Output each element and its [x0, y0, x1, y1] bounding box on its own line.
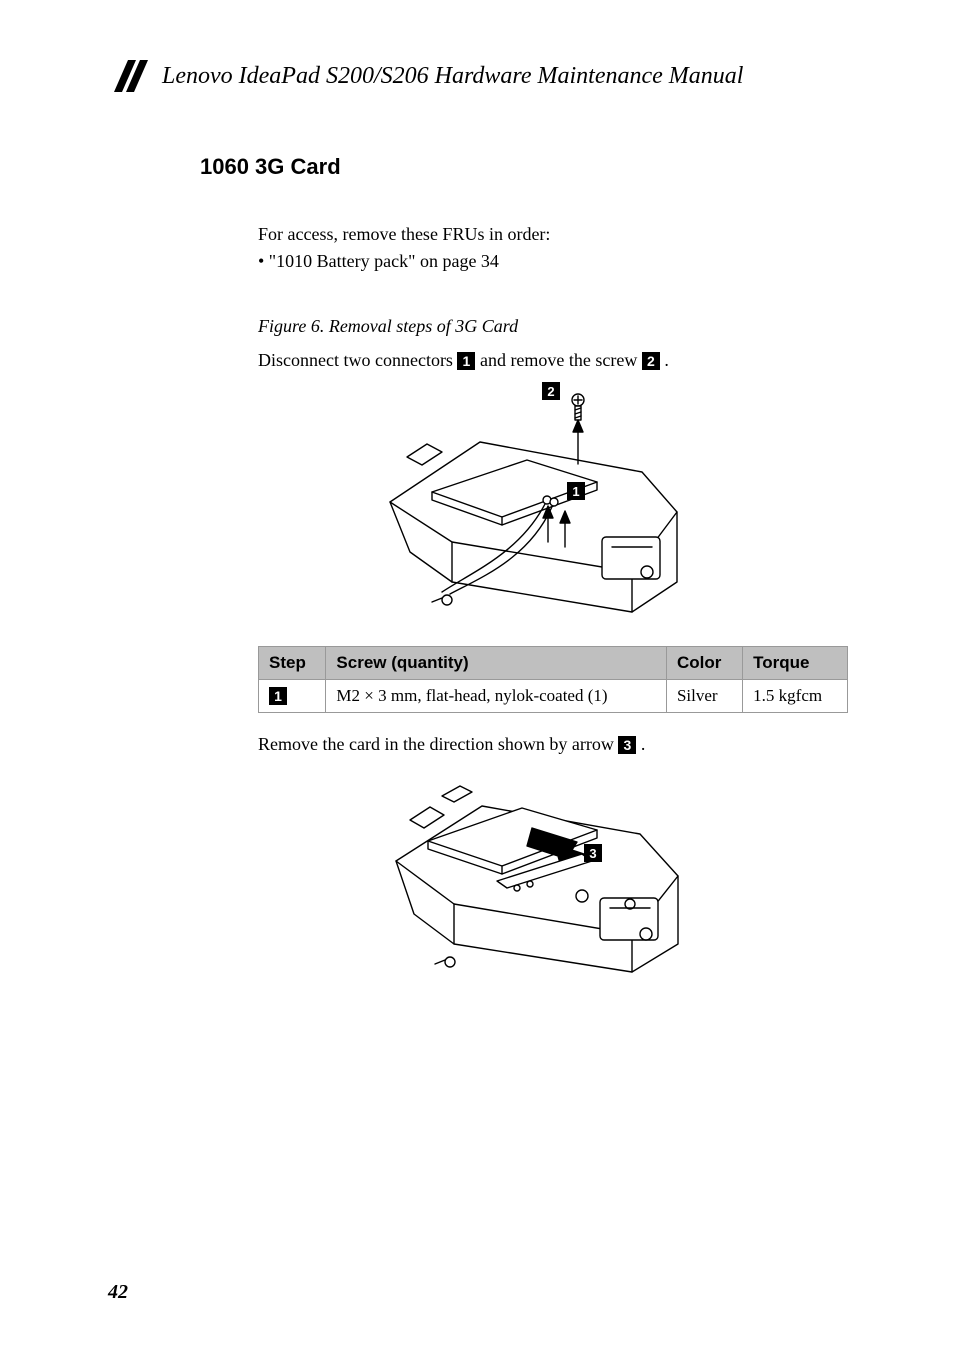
diagram-1-area: 1 2 — [258, 382, 826, 622]
figure-caption: Figure 6. Removal steps of 3G Card — [258, 316, 846, 337]
row-step-num: 1 — [269, 687, 287, 705]
section-heading: 1060 3G Card — [200, 154, 846, 180]
instruction-text-c: . — [660, 350, 669, 370]
diagram2-callout-3: 3 — [589, 846, 596, 861]
row-color: Silver — [666, 680, 742, 713]
fru-bullet: • "1010 Battery pack" on page 34 — [258, 251, 826, 272]
th-color: Color — [666, 647, 742, 680]
diagram1-callout-1: 1 — [572, 484, 579, 499]
callout-3-inline: 3 — [618, 736, 636, 754]
diagram-1-svg: 1 2 — [372, 382, 712, 617]
remove-text-b: . — [636, 734, 645, 754]
row-screw: M2 × 3 mm, flat-head, nylok-coated (1) — [326, 680, 667, 713]
table-row: 1 M2 × 3 mm, flat-head, nylok-coated (1)… — [259, 680, 848, 713]
screw-table: Step Screw (quantity) Color Torque 1 M2 … — [258, 646, 848, 713]
remove-text-a: Remove the card in the direction shown b… — [258, 734, 618, 754]
row-torque: 1.5 kgfcm — [743, 680, 848, 713]
diagram1-callout-2: 2 — [547, 384, 554, 399]
th-screw: Screw (quantity) — [326, 647, 667, 680]
page-header: Lenovo IdeaPad S200/S206 Hardware Mainte… — [108, 58, 846, 94]
th-step: Step — [259, 647, 326, 680]
callout-2-inline: 2 — [642, 352, 660, 370]
diagram-2-svg: 3 — [382, 766, 702, 976]
document-title: Lenovo IdeaPad S200/S206 Hardware Mainte… — [162, 63, 743, 90]
callout-1-inline: 1 — [457, 352, 475, 370]
page-number: 42 — [108, 1281, 128, 1304]
diagram-2-area: 3 — [258, 766, 826, 981]
instruction-text-b: and remove the screw — [475, 350, 641, 370]
intro-text: For access, remove these FRUs in order: — [258, 224, 826, 245]
instruction-text-a: Disconnect two connectors — [258, 350, 457, 370]
logo-stripes-icon — [108, 58, 152, 94]
disconnect-instruction: Disconnect two connectors 1 and remove t… — [258, 347, 846, 374]
th-torque: Torque — [743, 647, 848, 680]
remove-instruction: Remove the card in the direction shown b… — [258, 731, 846, 758]
